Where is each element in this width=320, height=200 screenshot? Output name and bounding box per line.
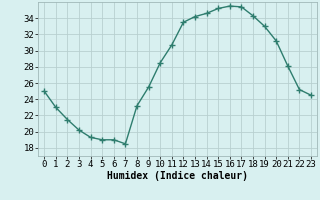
- X-axis label: Humidex (Indice chaleur): Humidex (Indice chaleur): [107, 171, 248, 181]
